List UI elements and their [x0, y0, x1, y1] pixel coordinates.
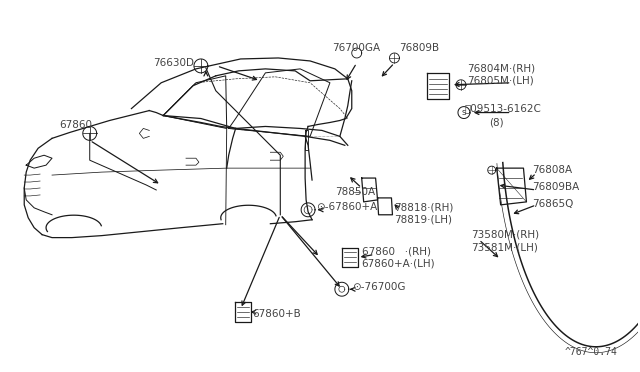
Text: 73580M·(RH): 73580M·(RH) [471, 230, 539, 240]
Text: 73581M·(LH): 73581M·(LH) [471, 243, 538, 253]
Text: 67860+B: 67860+B [253, 309, 301, 319]
Text: 76808A: 76808A [532, 165, 573, 175]
Text: 78850A: 78850A [335, 187, 375, 197]
Text: ⊙-76700G: ⊙-76700G [352, 282, 405, 292]
Text: 76630D: 76630D [153, 58, 195, 68]
Text: 78818·(RH): 78818·(RH) [394, 203, 454, 213]
Text: ⊙-67860+A: ⊙-67860+A [316, 202, 377, 212]
Text: (8): (8) [489, 118, 503, 128]
Text: 67860   ·(RH): 67860 ·(RH) [362, 247, 431, 257]
Text: 76809BA: 76809BA [532, 182, 580, 192]
Text: 76700GA: 76700GA [332, 43, 380, 53]
Text: 67860: 67860 [59, 121, 92, 131]
Text: 67860+A·(LH): 67860+A·(LH) [362, 259, 435, 269]
Text: 78819·(LH): 78819·(LH) [394, 215, 452, 225]
Text: 76865Q: 76865Q [532, 199, 574, 209]
Text: Ⓜ09513-6162C: Ⓜ09513-6162C [465, 103, 542, 113]
Text: S: S [461, 109, 466, 116]
Text: ^767^0.74: ^767^0.74 [565, 347, 618, 357]
Text: 76805M·(LH): 76805M·(LH) [467, 76, 534, 86]
Text: 76804M·(RH): 76804M·(RH) [467, 64, 535, 74]
Text: 76809B: 76809B [399, 43, 440, 53]
